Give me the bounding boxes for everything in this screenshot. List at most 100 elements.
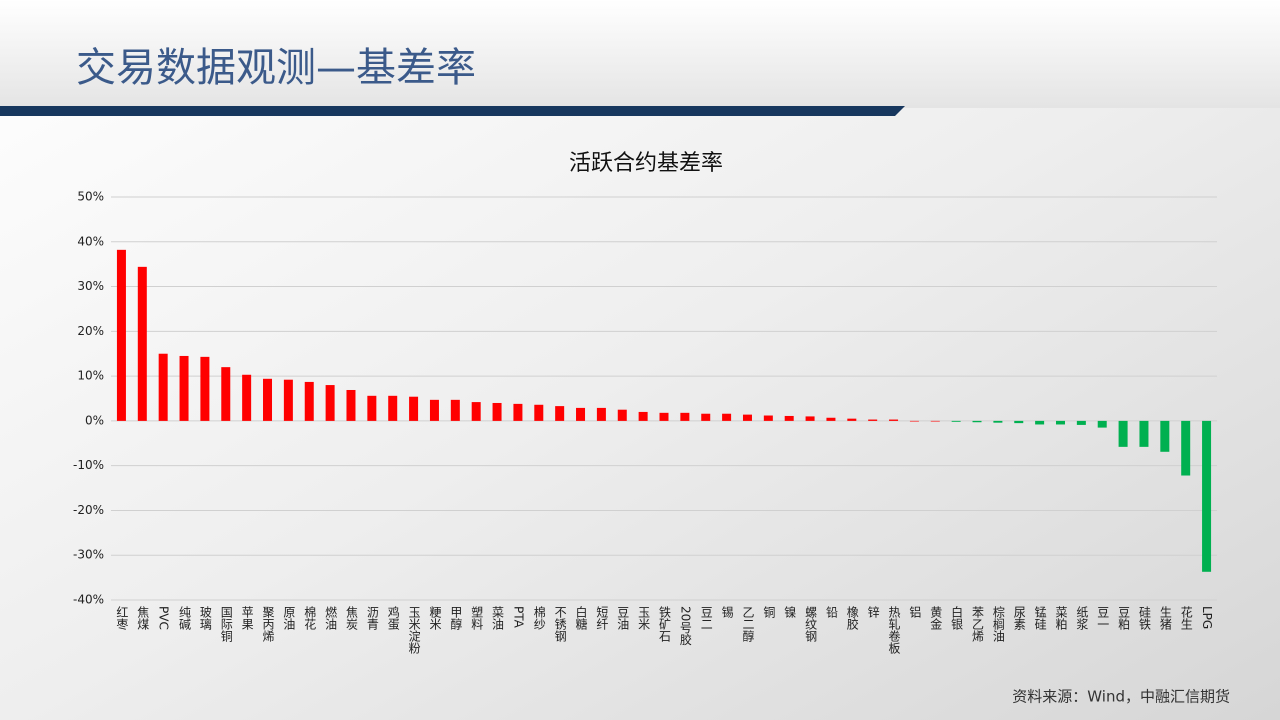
x-tick-label: 菜粕 [1054, 606, 1068, 630]
bar [847, 418, 857, 421]
plot: -40% -30% -20% -10% 0% 10% 20% 30% 40% 50% 红枣 焦煤 PVC… [73, 190, 1217, 655]
x-tick-label: 尿素 [1012, 606, 1026, 630]
bar [513, 403, 523, 421]
y-tick-label: -20% [73, 503, 104, 517]
x-tick-label: 铜 [762, 605, 776, 618]
source-note: 资料来源：Wind，中融汇信期货 [1012, 688, 1230, 706]
x-tick-label: 燃油 [324, 605, 338, 630]
x-tick-label: 焦煤 [136, 606, 150, 630]
x-tick-label: 白糖 [574, 605, 588, 631]
y-tick-label: 10% [77, 369, 104, 383]
bar [889, 419, 899, 421]
x-tick-label: 螺纹钢 [804, 606, 818, 642]
x-tick-label: 鸡蛋 [386, 605, 400, 631]
bar [534, 404, 544, 421]
x-tick-label: 沥青 [365, 606, 379, 631]
bar [1181, 420, 1191, 476]
x-tick-label: 铁矿石 [658, 606, 672, 642]
x-tick-label: 棉纱 [532, 606, 546, 630]
bar [429, 399, 439, 421]
y-tick-label: 40% [77, 234, 104, 248]
bar [680, 412, 690, 421]
bar [742, 414, 752, 421]
x-tick-label: 白银 [950, 605, 964, 630]
x-tick-label: 硅铁 [1137, 606, 1151, 630]
bar [137, 266, 147, 421]
bar [930, 420, 940, 422]
x-tick-label: 豆油 [616, 606, 630, 630]
bar [304, 381, 314, 421]
x-tick-label: 棉花 [303, 606, 317, 631]
bar [555, 406, 565, 421]
x-tick-label: 原油 [282, 606, 296, 630]
y-tick-label: -40% [73, 593, 104, 607]
x-tick-label: 菜油 [491, 606, 505, 630]
bar [200, 356, 210, 421]
x-tick-label: 铅 [824, 606, 838, 618]
x-tick-label: 短纤 [595, 606, 609, 630]
x-tick-label: 玉米 [637, 606, 651, 630]
bar [367, 395, 377, 421]
bar [763, 415, 773, 421]
bar [596, 407, 606, 421]
x-tick-label: 玉米淀粉 [407, 606, 421, 654]
bar [1014, 420, 1024, 424]
x-tick-label: PVC [157, 606, 171, 630]
x-tick-label: 焦炭 [344, 606, 358, 631]
y-tick-label: -30% [73, 548, 104, 562]
bar [1139, 420, 1149, 447]
x-tick-label: 聚丙烯 [261, 606, 275, 642]
x-tick-label: 不锈钢 [553, 606, 567, 642]
bar [951, 420, 961, 422]
header-band [0, 0, 1280, 108]
y-tick-label: 20% [77, 324, 104, 338]
x-tick-label: 生猪 [1158, 606, 1172, 631]
x-tick-label: 国际铜 [219, 606, 233, 642]
bar [576, 407, 586, 421]
bar [1118, 420, 1128, 447]
x-tick-label: 棕榈油 [991, 605, 1005, 642]
bar [283, 379, 293, 421]
y-tick-label: -10% [73, 458, 104, 472]
y-tick-label: 30% [77, 279, 104, 293]
bar [263, 378, 273, 421]
x-tick-label: 苯乙烯 [971, 606, 985, 642]
bar [1055, 420, 1065, 425]
x-tick-label: 豆一 [1096, 606, 1110, 630]
bar [388, 395, 398, 421]
x-tick-label: 豆二 [699, 606, 713, 630]
bar [909, 420, 919, 422]
x-tick-label: 20号胶 [678, 606, 692, 646]
bar [179, 355, 189, 421]
page-title: 交易数据观测—基差率 [76, 45, 476, 91]
y-tick-label: 50% [77, 190, 104, 204]
x-tick-label: 苹果 [240, 606, 254, 630]
x-tick-label: 玻璃 [198, 606, 212, 631]
bar [1160, 420, 1170, 452]
x-tick-label: 乙二醇 [741, 606, 755, 642]
x-tick-label: 红枣 [115, 605, 129, 631]
y-tick-label: 0% [85, 413, 104, 427]
bar [325, 385, 335, 421]
x-tick-label: 甲醇 [449, 606, 463, 630]
bar [784, 415, 794, 421]
bar [116, 249, 126, 421]
x-tick-label: 黄金 [929, 606, 943, 630]
x-tick-label: 镍 [783, 606, 797, 618]
x-tick-label: LPG [1200, 606, 1214, 629]
bar [1076, 420, 1086, 425]
x-tick-label: 纸浆 [1075, 606, 1089, 630]
x-tick-label: 花生 [1179, 605, 1193, 630]
bar [158, 353, 168, 421]
x-tick-label: 塑料 [470, 605, 484, 630]
bar [701, 413, 711, 421]
bar [659, 412, 669, 421]
bar [346, 389, 356, 421]
chart-title: 活跃合约基差率 [569, 151, 723, 176]
x-tick-label: 锌 [866, 606, 880, 618]
bar [638, 411, 648, 421]
bar [868, 419, 878, 421]
x-tick-label: 纯碱 [178, 606, 192, 631]
bar [471, 402, 481, 421]
